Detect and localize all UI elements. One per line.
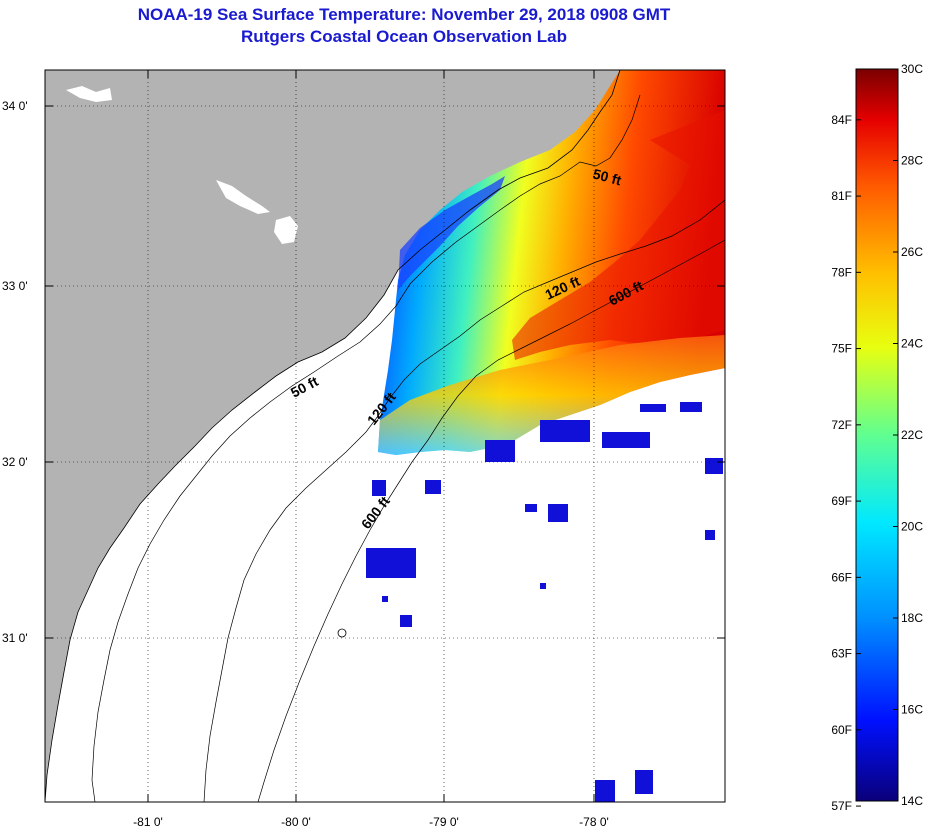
small-contour-ring — [337, 628, 347, 638]
lat-label-31: 31 0' — [2, 631, 28, 645]
graticule — [45, 70, 725, 802]
colorbar-fahrenheit-label: 81F — [831, 189, 852, 203]
colorbar-fahrenheit-label: 75F — [831, 342, 852, 356]
lat-label-32: 32 0' — [2, 455, 28, 469]
chart-subtitle: Rutgers Coastal Ocean Observation Lab — [241, 27, 567, 46]
lon-label-81: -81 0' — [133, 815, 163, 829]
isobath-50ft — [91, 94, 641, 802]
chart-title: NOAA-19 Sea Surface Temperature: Novembe… — [137, 5, 671, 24]
colorbar-fahrenheit-label: 66F — [831, 570, 852, 584]
lat-label-34: 34 0' — [2, 99, 28, 113]
colorbar-fahrenheit-label: 72F — [831, 418, 852, 432]
lake — [52, 736, 70, 760]
colorbar-celsius-label: 26C — [901, 245, 923, 259]
isobath-600ft — [257, 239, 725, 802]
colorbar-fahrenheit-label: 69F — [831, 494, 852, 508]
colorbar-celsius-label: 20C — [901, 520, 923, 534]
colorbar-celsius-label: 30C — [901, 62, 923, 76]
colorbar-celsius-label: 24C — [901, 337, 923, 351]
colorbar-ticks: 30C 28C 26C 24C 22C 20C 18C 16C 14C 84F 81F 78F 75F 7… — [831, 62, 923, 813]
colorbar-fahrenheit-label: 84F — [831, 113, 852, 127]
colorbar-celsius-label: 14C — [901, 794, 923, 808]
colorbar-celsius-label: 28C — [901, 154, 923, 168]
colorbar-celsius-label: 22C — [901, 428, 923, 442]
sst-south-fringe — [378, 335, 725, 455]
isobath-120ft — [203, 199, 725, 802]
lake — [216, 180, 270, 214]
land-mass — [45, 70, 620, 802]
colorbar-fahrenheit-label: 60F — [831, 723, 852, 737]
colorbar-fahrenheit-label: 78F — [831, 265, 852, 279]
sst-warm-core — [512, 110, 725, 360]
sst-scatter — [366, 402, 723, 802]
lon-label-79: -79 0' — [429, 815, 459, 829]
lake — [66, 86, 112, 102]
colorbar-fahrenheit-label: 57F — [831, 799, 852, 813]
coastline — [45, 70, 621, 802]
frame-ticks — [45, 70, 725, 802]
colorbar-celsius-label: 18C — [901, 611, 923, 625]
lon-label-80: -80 0' — [281, 815, 311, 829]
colorbar-scale — [855, 68, 899, 802]
colorbar-celsius-label: 16C — [901, 703, 923, 717]
contour-label-50ft-north: 50 ft — [591, 165, 623, 188]
lat-label-33: 33 0' — [2, 279, 28, 293]
lake — [274, 216, 298, 244]
colorbar-fahrenheit-label: 63F — [831, 647, 852, 661]
lon-label-78: -78 0' — [579, 815, 609, 829]
